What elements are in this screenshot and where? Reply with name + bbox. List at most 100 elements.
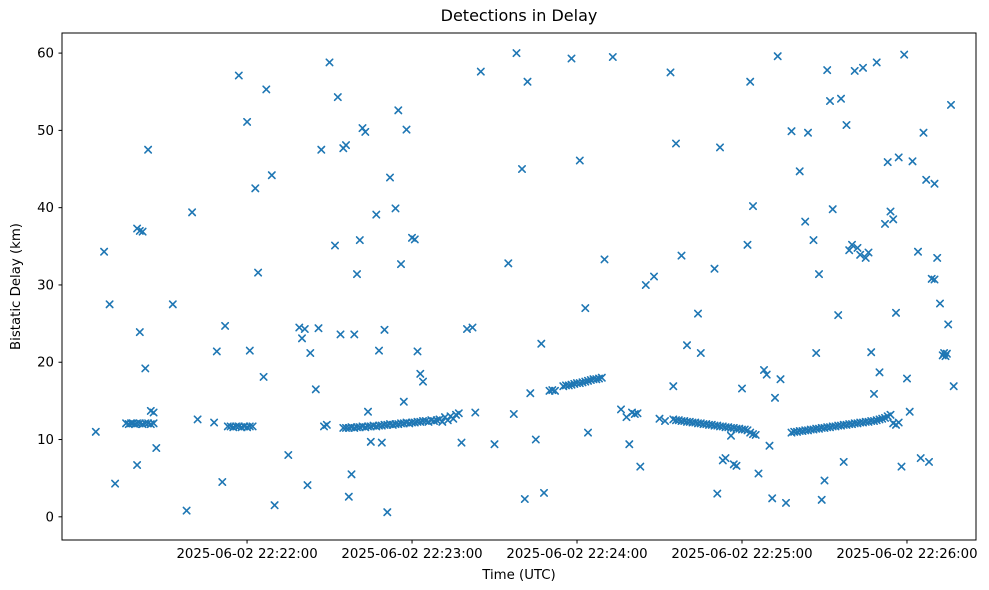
scatter-point bbox=[749, 202, 757, 211]
scatter-point bbox=[254, 268, 263, 277]
scatter-point bbox=[540, 488, 548, 497]
scatter-point bbox=[347, 470, 356, 479]
scatter-point bbox=[650, 272, 658, 281]
scatter-point bbox=[575, 156, 584, 165]
scatter-point bbox=[834, 311, 843, 320]
scatter-points bbox=[91, 49, 958, 517]
scatter-point bbox=[751, 430, 760, 439]
scatter-point bbox=[694, 309, 702, 318]
scatter-point bbox=[661, 417, 669, 425]
scatter-point bbox=[776, 375, 785, 384]
scatter-point bbox=[537, 339, 546, 348]
scatter-point bbox=[746, 77, 755, 86]
scatter-point bbox=[504, 259, 513, 268]
scatter-point bbox=[509, 410, 518, 418]
scatter-point bbox=[905, 407, 914, 416]
scatter-point bbox=[419, 377, 427, 386]
scatter-point bbox=[886, 207, 895, 216]
scatter-point bbox=[262, 85, 271, 94]
scatter-point bbox=[551, 386, 559, 395]
scatter-point bbox=[248, 422, 257, 431]
scatter-point bbox=[765, 441, 774, 450]
scatter-point bbox=[914, 247, 922, 256]
scatter-point bbox=[710, 264, 719, 273]
scatter-point bbox=[366, 437, 375, 446]
scatter-point bbox=[259, 372, 268, 381]
scatter-point bbox=[881, 219, 889, 228]
scatter-point bbox=[135, 328, 144, 337]
scatter-point bbox=[903, 374, 911, 383]
scatter-point bbox=[925, 457, 933, 466]
scatter-point bbox=[386, 173, 394, 182]
scatter-point bbox=[300, 325, 309, 333]
scatter-point bbox=[182, 506, 191, 515]
scatter-point bbox=[410, 235, 419, 244]
scatter-point bbox=[243, 117, 252, 126]
scatter-point bbox=[149, 408, 158, 417]
scatter-point bbox=[641, 281, 650, 289]
y-tick-label: 10 bbox=[37, 433, 54, 448]
scatter-point bbox=[839, 457, 848, 466]
scatter-point bbox=[336, 330, 345, 339]
scatter-point bbox=[900, 50, 909, 59]
scatter-point bbox=[111, 479, 120, 488]
scatter-point bbox=[859, 63, 867, 72]
scatter-point bbox=[454, 409, 463, 418]
scatter-point bbox=[490, 440, 499, 449]
plot-area-frame bbox=[61, 32, 977, 541]
scatter-point bbox=[944, 320, 953, 329]
scatter-point bbox=[696, 349, 705, 357]
scatter-point bbox=[856, 250, 865, 259]
scatter-point bbox=[949, 382, 958, 391]
scatter-point bbox=[361, 127, 370, 136]
scatter-point bbox=[391, 204, 400, 213]
scatter-point bbox=[597, 373, 606, 382]
scatter-point bbox=[608, 53, 617, 61]
scatter-point bbox=[133, 461, 142, 469]
scatter-point bbox=[861, 253, 870, 262]
x-axis-label: Time (UTC) bbox=[481, 568, 556, 583]
scatter-point bbox=[812, 349, 821, 357]
scatter-point bbox=[804, 128, 812, 137]
scatter-point bbox=[930, 179, 939, 188]
scatter-point bbox=[298, 334, 306, 343]
y-tick-label: 20 bbox=[37, 356, 54, 371]
scatter-point bbox=[636, 462, 645, 471]
scatter-point bbox=[815, 270, 823, 279]
y-tick-label: 60 bbox=[37, 47, 54, 62]
scatter-point bbox=[284, 451, 293, 459]
scatter-point bbox=[520, 495, 529, 503]
scatter-point bbox=[364, 407, 372, 416]
scatter-point bbox=[531, 435, 540, 444]
scatter-point bbox=[168, 300, 177, 309]
scatter-point bbox=[930, 275, 939, 284]
scatter-point bbox=[867, 348, 876, 357]
scatter-point bbox=[344, 492, 353, 501]
scatter-point bbox=[331, 241, 339, 250]
scatter-point bbox=[773, 52, 782, 61]
scatter-point bbox=[842, 121, 851, 129]
scatter-point bbox=[933, 253, 942, 262]
scatter-point bbox=[864, 248, 873, 257]
scatter-point bbox=[738, 384, 746, 393]
scatter-point bbox=[380, 325, 389, 334]
scatter-point bbox=[845, 246, 854, 255]
scatter-point bbox=[468, 323, 477, 332]
scatter-point bbox=[875, 368, 884, 377]
scatter-point bbox=[936, 299, 944, 308]
scatter-point bbox=[823, 66, 832, 75]
scatter-point bbox=[584, 428, 592, 437]
scatter-point bbox=[397, 260, 405, 269]
scatter-point bbox=[883, 158, 892, 167]
scatter-point bbox=[91, 427, 100, 436]
scatter-point bbox=[947, 100, 955, 109]
scatter-point bbox=[353, 270, 361, 279]
x-tick-label: 2025-06-02 22:23:00 bbox=[341, 547, 482, 562]
scatter-point bbox=[683, 341, 691, 350]
y-tick-label: 50 bbox=[37, 124, 54, 139]
scatter-point bbox=[581, 304, 590, 313]
scatter-point bbox=[771, 393, 779, 402]
scatter-point bbox=[251, 184, 260, 193]
scatter-point bbox=[828, 205, 837, 214]
scatter-point bbox=[837, 94, 845, 103]
